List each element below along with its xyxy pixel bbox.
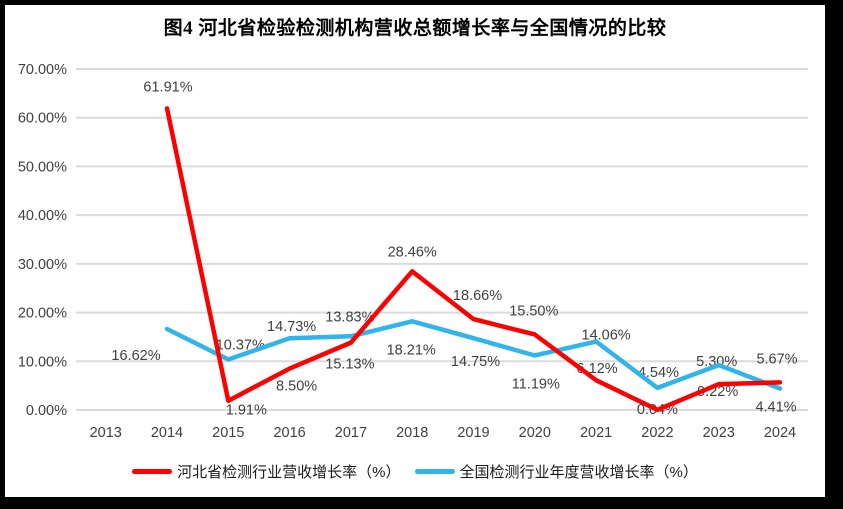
x-tick-label: 2014 — [151, 425, 183, 441]
data-point-label: 18.21% — [387, 342, 436, 358]
y-tick-label: 20.00% — [18, 306, 67, 322]
y-tick-label: 30.00% — [18, 257, 67, 273]
x-tick-label: 2024 — [764, 425, 796, 441]
data-point-label: 14.73% — [267, 319, 316, 335]
y-tick-label: 10.00% — [18, 354, 67, 370]
data-point-label: 16.62% — [111, 348, 160, 364]
data-point-label: 4.41% — [755, 400, 796, 416]
data-point-label: 11.19% — [512, 376, 560, 392]
data-point-label: 5.67% — [756, 351, 797, 367]
y-tick-label: 40.00% — [18, 208, 67, 224]
y-tick-label: 60.00% — [18, 111, 67, 127]
data-point-label: 14.06% — [582, 328, 631, 344]
series-line-national — [164, 319, 783, 391]
data-point-label: 13.83% — [325, 310, 374, 326]
legend-item-national: 全国检测行业年度营收增长率（%） — [414, 461, 698, 482]
x-tick-label: 2016 — [273, 425, 305, 441]
data-point-label: 1.91% — [226, 403, 267, 419]
series-line-hebei — [164, 106, 783, 413]
x-tick-label: 2017 — [335, 425, 367, 441]
x-tick-label: 2013 — [90, 425, 122, 441]
data-point-label: 28.46% — [388, 244, 437, 260]
data-point-label: 4.54% — [638, 365, 679, 381]
chart-panel: 图4 河北省检验检测机构营收总额增长率与全国情况的比较 0.00% 10.00% 2… — [5, 5, 825, 497]
legend: 河北省检测行业营收增长率（%） 全国检测行业年度营收增长率（%） — [5, 458, 825, 484]
data-point-label: 15.13% — [325, 356, 374, 372]
data-point-label: 15.50% — [509, 303, 558, 319]
data-point-label: 14.75% — [451, 354, 500, 370]
x-tick-label: 2015 — [212, 425, 244, 441]
y-tick-label: 0.00% — [26, 403, 67, 419]
x-tick-label: 2023 — [703, 425, 735, 441]
x-tick-label: 2019 — [457, 425, 489, 441]
x-tick-label: 2021 — [580, 425, 612, 441]
data-point-label: 18.66% — [453, 288, 502, 304]
data-point-label: 61.91% — [143, 79, 192, 95]
y-tick-label: 70.00% — [18, 62, 67, 78]
plot-area: 0.00% 10.00% 20.00% 30.00% 40.00% 50.00% 60.00… — [18, 62, 808, 441]
x-tick-label: 2022 — [641, 425, 673, 441]
x-tick-label: 2018 — [396, 425, 428, 441]
data-point-label: 8.50% — [276, 379, 317, 395]
legend-line-swatch-blue — [414, 468, 455, 474]
chart-title: 图4 河北省检验检测机构营收总额增长率与全国情况的比较 — [163, 18, 667, 39]
legend-label-national: 全国检测行业年度营收增长率（%） — [459, 463, 698, 481]
x-tick-label: 2020 — [519, 425, 551, 441]
legend-item-hebei: 河北省检测行业营收增长率（%） — [132, 461, 401, 482]
legend-label-hebei: 河北省检测行业营收增长率（%） — [177, 463, 401, 481]
y-tick-label: 50.00% — [18, 159, 67, 175]
legend-line-swatch-red — [132, 468, 173, 474]
